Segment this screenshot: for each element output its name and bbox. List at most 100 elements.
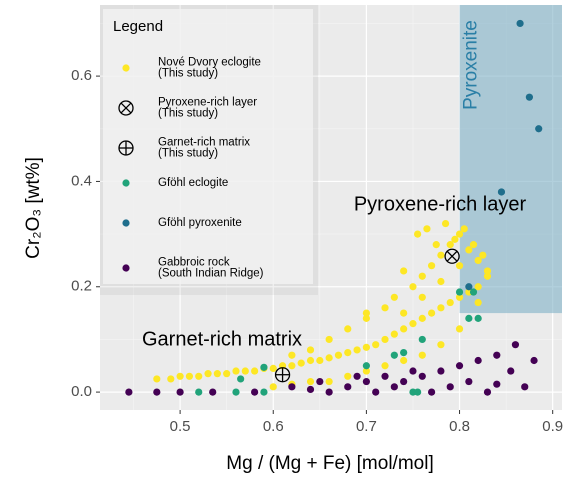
point	[213, 370, 221, 378]
point	[427, 262, 436, 270]
point	[437, 304, 445, 312]
point	[353, 346, 361, 354]
regions: Pyroxenite	[459, 5, 562, 314]
point	[325, 377, 333, 386]
point	[418, 335, 426, 344]
legend-label: Nové Dvory eclogite	[158, 57, 261, 69]
point	[432, 241, 440, 249]
point	[474, 283, 482, 291]
point	[125, 388, 133, 396]
point	[195, 388, 203, 396]
point	[493, 351, 501, 359]
point	[516, 19, 524, 28]
point	[441, 219, 450, 228]
point	[437, 251, 445, 259]
legend-label: (South Indian Ridge)	[158, 268, 264, 280]
point	[446, 298, 454, 307]
point	[390, 383, 398, 391]
point	[427, 309, 436, 317]
point	[269, 364, 277, 372]
point	[237, 375, 245, 383]
point	[381, 372, 389, 380]
legend-label: (This study)	[158, 68, 218, 80]
point	[409, 283, 417, 291]
legend-label: (This study)	[158, 108, 218, 120]
legend-box	[103, 9, 313, 284]
point	[409, 320, 417, 328]
legend-label: Gföhl eclogite	[158, 177, 228, 189]
x-tick-label: 0.9	[542, 418, 563, 435]
point	[525, 93, 533, 101]
point	[372, 341, 380, 349]
annotation: Pyroxene-rich layer	[354, 193, 527, 215]
y-axis-title: Cr₂O₃ [wt%]	[23, 157, 44, 259]
point	[306, 377, 315, 386]
point	[362, 314, 370, 322]
point	[390, 351, 398, 359]
x-tick-label: 0.5	[170, 418, 191, 435]
point	[390, 330, 398, 338]
point	[122, 64, 130, 72]
point	[437, 277, 445, 286]
point	[465, 283, 473, 291]
point	[306, 385, 315, 394]
point	[400, 377, 408, 386]
axes: 0.5 0.6 0.7 0.8 0.9 0.0 0.2 0.4 0.6	[71, 67, 563, 435]
point	[400, 309, 408, 317]
point	[455, 362, 464, 370]
marker-stroke	[446, 250, 458, 262]
point	[362, 343, 370, 351]
point	[325, 335, 333, 344]
point	[474, 356, 482, 365]
point	[446, 241, 454, 249]
point	[118, 100, 134, 116]
point	[288, 362, 296, 370]
point	[465, 314, 473, 322]
point	[418, 293, 426, 301]
x-tick-label: 0.8	[449, 418, 470, 435]
point	[483, 272, 492, 280]
point	[483, 388, 492, 396]
point	[437, 341, 445, 349]
y-tick-label: 0.2	[71, 278, 92, 295]
point	[251, 388, 259, 396]
point	[260, 363, 268, 371]
point	[297, 359, 305, 367]
legend-label: (This study)	[158, 148, 218, 160]
point	[400, 267, 408, 275]
point	[362, 309, 370, 317]
point	[288, 351, 296, 359]
point	[460, 225, 468, 233]
x-axis-title: Mg / (Mg + Fe) [mol/mol]	[226, 453, 433, 474]
point	[530, 356, 538, 365]
legend-label: Gföhl pyroxenite	[158, 217, 242, 229]
point	[418, 372, 426, 380]
point	[204, 370, 212, 378]
point	[418, 351, 426, 359]
point	[260, 388, 268, 396]
point	[418, 272, 426, 280]
point	[400, 356, 408, 365]
point	[362, 367, 370, 375]
point	[167, 375, 175, 383]
point	[465, 377, 473, 386]
point	[232, 388, 240, 396]
y-tick-label: 0.4	[71, 172, 92, 189]
point	[455, 325, 464, 333]
point	[414, 388, 422, 396]
point	[122, 219, 130, 227]
point	[362, 377, 370, 386]
annotation: Garnet-rich matrix	[142, 328, 302, 350]
point	[497, 188, 506, 196]
point	[381, 304, 389, 312]
point	[381, 335, 389, 344]
point	[414, 230, 422, 238]
point	[176, 388, 184, 396]
point	[418, 314, 426, 322]
point	[118, 140, 134, 156]
point	[511, 341, 520, 349]
point	[474, 256, 482, 265]
point	[444, 248, 460, 264]
point	[195, 372, 203, 380]
